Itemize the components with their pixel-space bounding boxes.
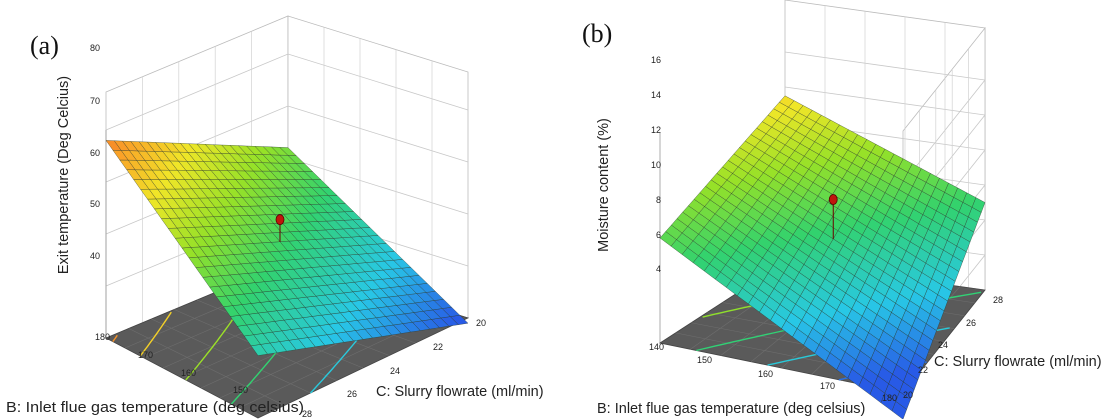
z-tick: 14 xyxy=(651,90,661,100)
y-tick: 26 xyxy=(966,318,976,328)
z-tick: 60 xyxy=(90,148,100,158)
panel-b-y-ticks: 20 22 24 26 28 xyxy=(903,295,1003,400)
z-tick: 4 xyxy=(656,264,661,274)
panel-a-x-axis-title: B: Inlet flue gas temperature (deg celsi… xyxy=(6,400,304,416)
design-point-marker xyxy=(828,194,838,205)
y-tick: 28 xyxy=(302,409,312,419)
x-tick: 140 xyxy=(649,342,664,352)
y-tick: 22 xyxy=(433,342,443,352)
z-tick: 16 xyxy=(651,55,661,65)
panel-b-z-axis-title: Moisture content (%) xyxy=(596,118,612,252)
floor-contour xyxy=(112,334,118,343)
panel-a-label: (a) xyxy=(30,31,59,60)
x-tick: 170 xyxy=(138,350,153,360)
x-tick: 180 xyxy=(882,393,897,403)
panel-a-design-point xyxy=(275,214,285,242)
panel-b-label: (b) xyxy=(582,19,612,48)
surface-cell xyxy=(971,197,986,213)
panel-b-z-ticks: 4 6 8 10 12 14 16 xyxy=(651,55,661,274)
z-tick: 6 xyxy=(656,230,661,240)
panel-a-y-axis-title: C: Slurry flowrate (ml/min) xyxy=(376,384,544,400)
surface-cell xyxy=(279,147,297,156)
z-tick: 50 xyxy=(90,199,100,209)
panel-a-x-ticks: 180 170 160 150 xyxy=(95,332,248,395)
panel-b-x-ticks: 140 150 160 170 180 xyxy=(649,342,897,403)
z-tick: 70 xyxy=(90,96,100,106)
x-tick: 180 xyxy=(95,332,110,342)
z-tick: 10 xyxy=(651,160,661,170)
z-tick: 8 xyxy=(656,195,661,205)
design-point-marker xyxy=(275,214,285,226)
floor-contour xyxy=(139,311,172,357)
y-tick: 22 xyxy=(918,365,928,375)
y-tick: 28 xyxy=(993,295,1003,305)
y-tick: 26 xyxy=(347,389,357,399)
y-tick: 24 xyxy=(390,366,400,376)
x-tick: 160 xyxy=(181,368,196,378)
panel-a: (a) 40 50 60 70 80 180 170 160 150 20 22… xyxy=(6,15,544,419)
panel-b-design-point xyxy=(828,194,838,239)
panel-b-x-axis-title: B: Inlet flue gas temperature (deg celsi… xyxy=(597,401,865,417)
y-tick: 24 xyxy=(938,340,948,350)
y-tick: 20 xyxy=(476,318,486,328)
x-tick: 160 xyxy=(758,369,773,379)
x-tick: 150 xyxy=(697,355,712,365)
panel-a-z-ticks: 40 50 60 70 80 xyxy=(90,43,100,261)
x-tick: 150 xyxy=(233,385,248,395)
panel-b-y-axis-title: C: Slurry flowrate (ml/min) xyxy=(934,354,1102,370)
z-tick: 80 xyxy=(90,43,100,53)
panel-b: (b) 4 6 8 10 12 14 16 140 150 160 170 18… xyxy=(582,0,1102,419)
z-tick: 40 xyxy=(90,251,100,261)
wall-gridline xyxy=(784,51,986,184)
panel-a-z-axis-title: Exit temperature (Deg Celcius) xyxy=(56,76,72,274)
panel-a-surface xyxy=(105,140,469,356)
z-tick: 12 xyxy=(651,125,661,135)
panel-b-surface xyxy=(659,95,986,419)
y-tick: 20 xyxy=(903,390,913,400)
x-tick: 170 xyxy=(820,381,835,391)
wall-gridline xyxy=(105,53,469,131)
panel-a-y-ticks: 20 22 24 26 28 xyxy=(302,318,486,419)
